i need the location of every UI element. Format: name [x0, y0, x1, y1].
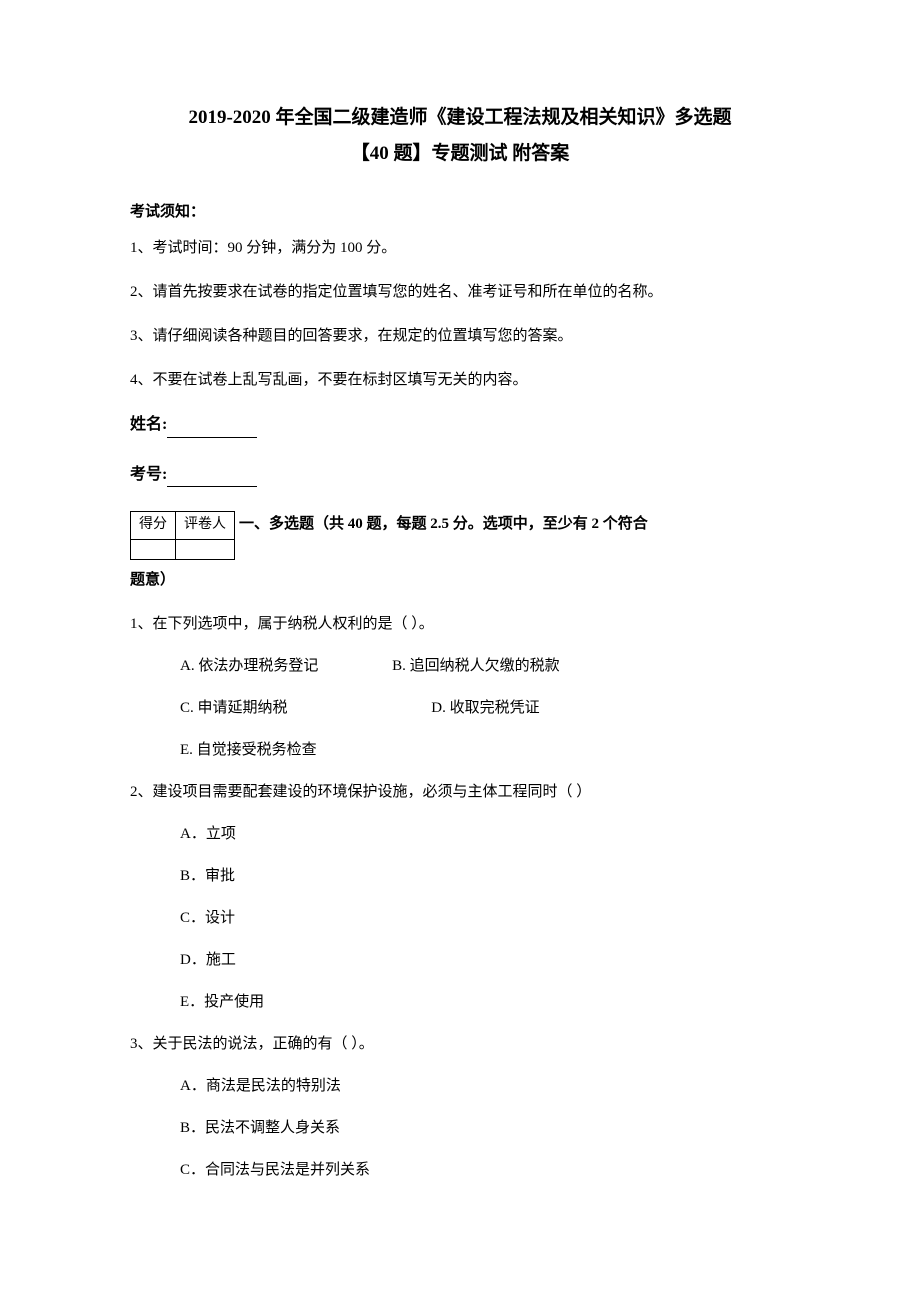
notice-header: 考试须知： [130, 200, 790, 224]
number-blank[interactable] [167, 471, 257, 487]
question-3-option-c: C．合同法与民法是并列关系 [180, 1158, 790, 1182]
question-2-options: A．立项 B．审批 C．设计 D．施工 E．投产使用 [180, 822, 790, 1014]
question-3-options: A．商法是民法的特别法 B．民法不调整人身关系 C．合同法与民法是并列关系 [180, 1074, 790, 1182]
title-line1: 2019-2020 年全国二级建造师《建设工程法规及相关知识》多选题 [130, 100, 790, 136]
title-line2: 【40 题】专题测试 附答案 [130, 136, 790, 172]
question-1-option-e: E. 自觉接受税务检查 [180, 738, 317, 762]
name-label: 姓名: [130, 416, 167, 433]
name-field-label: 姓名: [130, 412, 790, 438]
question-1-option-d: D. 收取完税凭证 [431, 696, 539, 720]
number-label: 考号: [130, 466, 167, 483]
question-1-option-a: A. 依法办理税务登记 [180, 654, 318, 678]
question-1-options-row-1: A. 依法办理税务登记 B. 追回纳税人欠缴的税款 [180, 654, 790, 678]
question-1-option-c: C. 申请延期纳税 [180, 696, 288, 720]
question-1-options-row-2: C. 申请延期纳税 D. 收取完税凭证 [180, 696, 790, 720]
notice-item-1: 1、考试时间：90 分钟，满分为 100 分。 [130, 236, 790, 260]
grader-header: 评卷人 [176, 512, 235, 539]
question-3-option-a: A．商法是民法的特别法 [180, 1074, 790, 1098]
number-field-label: 考号: [130, 462, 790, 488]
name-blank[interactable] [167, 422, 257, 438]
question-2-option-a: A．立项 [180, 822, 790, 846]
score-table: 得分 评卷人 [130, 511, 235, 559]
notice-item-3: 3、请仔细阅读各种题目的回答要求，在规定的位置填写您的答案。 [130, 324, 790, 348]
grader-cell[interactable] [176, 539, 235, 559]
question-2-option-d: D．施工 [180, 948, 790, 972]
question-2-stem: 2、建设项目需要配套建设的环境保护设施，必须与主体工程同时（ ） [130, 780, 790, 804]
question-1-option-b: B. 追回纳税人欠缴的税款 [392, 654, 560, 678]
question-2-option-e: E．投产使用 [180, 990, 790, 1014]
notice-item-4: 4、不要在试卷上乱写乱画，不要在标封区填写无关的内容。 [130, 368, 790, 392]
question-1-stem: 1、在下列选项中，属于纳税人权利的是（ ）。 [130, 612, 790, 636]
question-1-options-row-3: E. 自觉接受税务检查 [180, 738, 790, 762]
question-3-stem: 3、关于民法的说法，正确的有（ ）。 [130, 1032, 790, 1056]
score-header: 得分 [131, 512, 176, 539]
question-2-option-c: C．设计 [180, 906, 790, 930]
section-title-part2: 题意） [130, 568, 790, 592]
section-title-part1: 一、多选题（共 40 题，每题 2.5 分。选项中，至少有 2 个符合 [239, 516, 648, 532]
score-cell[interactable] [131, 539, 176, 559]
section-header-row: 得分 评卷人 一、多选题（共 40 题，每题 2.5 分。选项中，至少有 2 个… [130, 511, 790, 559]
question-2-option-b: B．审批 [180, 864, 790, 888]
question-3-option-b: B．民法不调整人身关系 [180, 1116, 790, 1140]
notice-item-2: 2、请首先按要求在试卷的指定位置填写您的姓名、准考证号和所在单位的名称。 [130, 280, 790, 304]
